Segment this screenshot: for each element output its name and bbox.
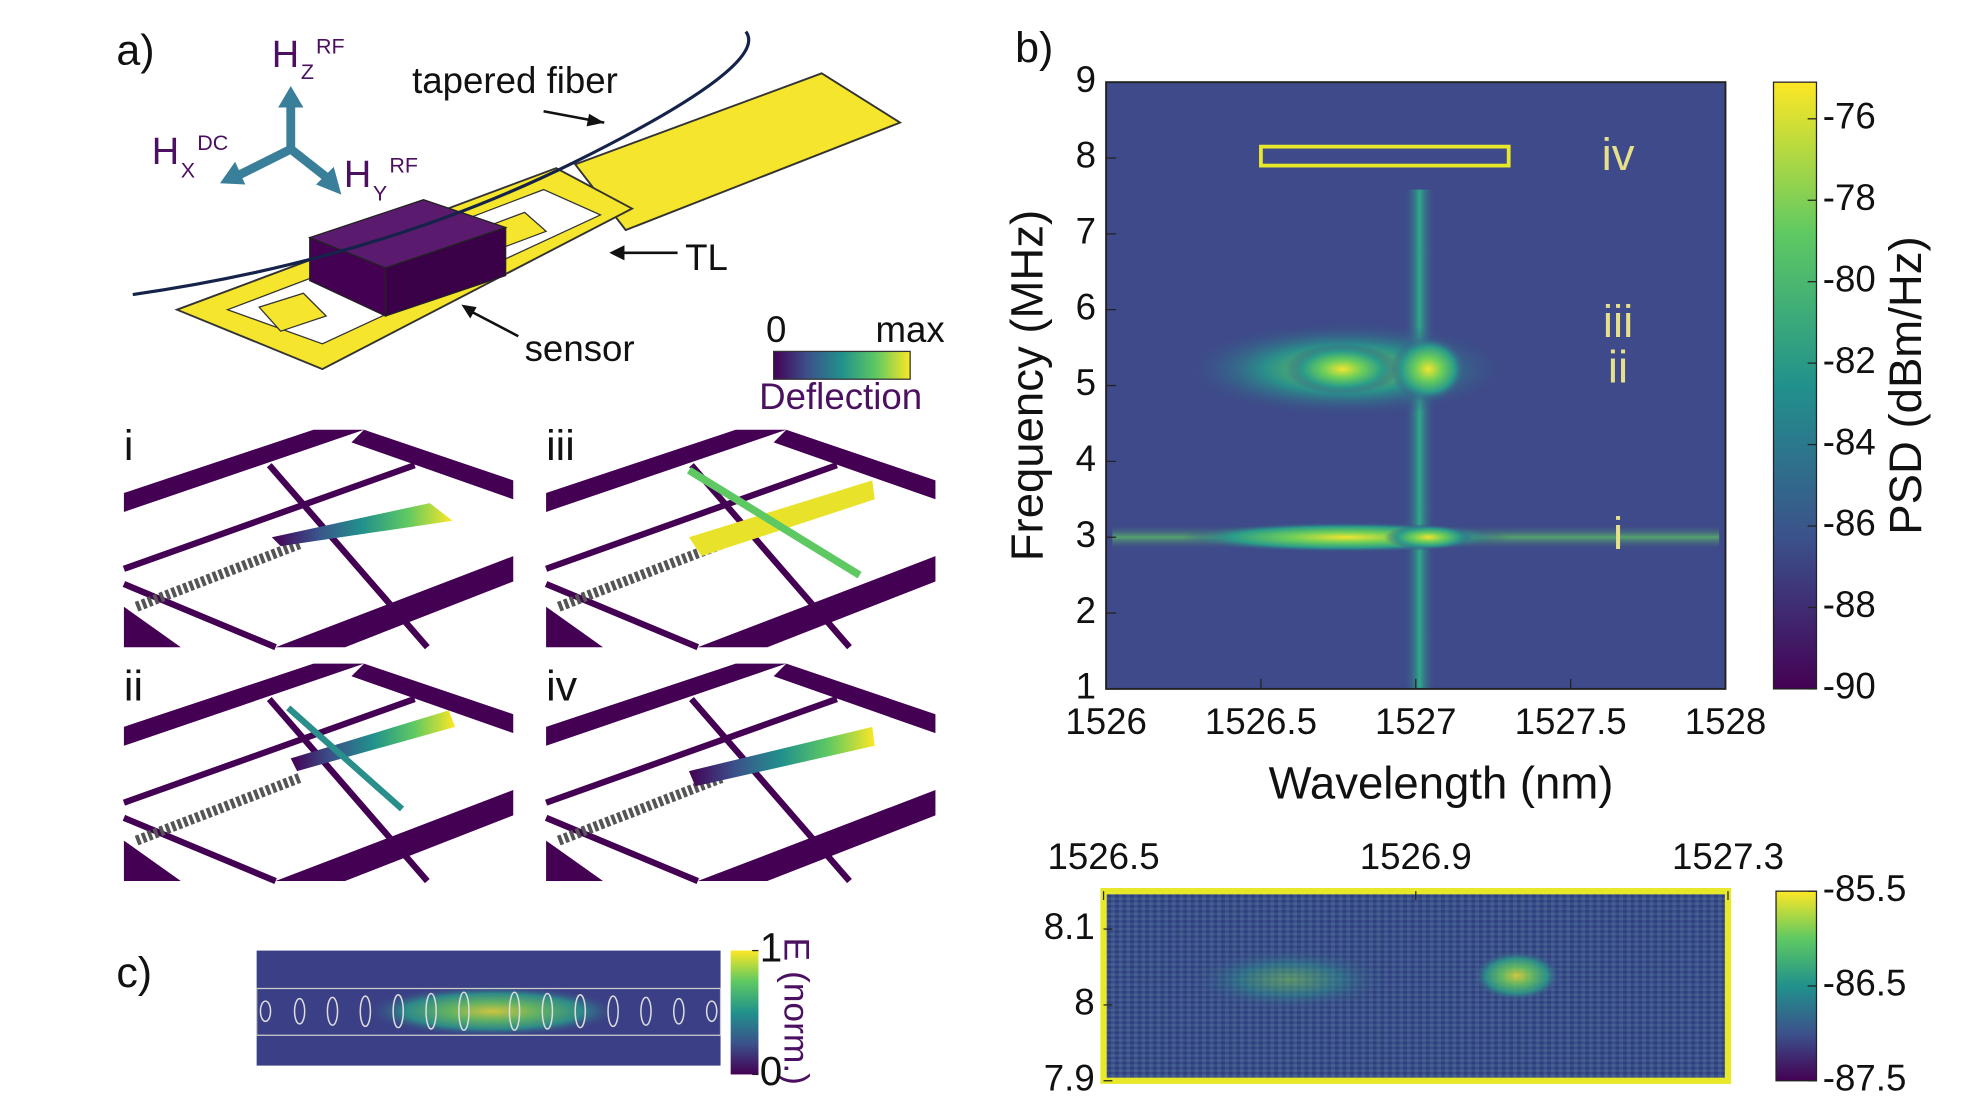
x-tick-label: 1527.3 <box>1672 836 1784 877</box>
x-tick-label: 1526.5 <box>1205 701 1317 742</box>
x-axis-label: Wavelength (nm) <box>1269 757 1614 808</box>
colorbar-tick-label: -76 <box>1823 96 1876 137</box>
y-tick-label: 8 <box>1074 982 1094 1023</box>
y-tick-label: 5 <box>1076 362 1096 403</box>
colorbar-max: max <box>876 309 945 350</box>
y-tick-label: 7.9 <box>1044 1057 1095 1098</box>
y-tick-label: 3 <box>1076 514 1096 555</box>
y-tick-label: 8.1 <box>1044 906 1095 947</box>
y-axis-label: Frequency (MHz) <box>1001 210 1052 561</box>
x-tick-label: 1527 <box>1375 701 1457 742</box>
y-tick-label: 1 <box>1076 666 1096 707</box>
x-tick-label: 1526.5 <box>1048 836 1160 877</box>
axis-sub: X <box>181 159 195 183</box>
axis-base: H <box>152 131 179 173</box>
mode-label: iii <box>1603 296 1633 347</box>
colorbar-tick-label: -90 <box>1823 666 1876 707</box>
axis-base: H <box>272 34 299 76</box>
y-tick-label: 9 <box>1076 59 1096 100</box>
mode-label: iv <box>1602 129 1635 180</box>
x-tick-label: 1526.9 <box>1360 836 1472 877</box>
colorbar-label: Deflection <box>759 376 922 417</box>
y-tick-label: 8 <box>1076 135 1096 176</box>
annotation: sensor <box>525 328 635 369</box>
annotation: tapered fiber <box>412 60 618 101</box>
colorbar-label: E (norm.) <box>777 938 816 1085</box>
y-tick-label: 6 <box>1076 286 1096 327</box>
field-axes: H Z RF H X DC H Y RF <box>152 34 418 205</box>
colorbar-tick-label: -86.5 <box>1823 963 1907 1004</box>
annotation: TL <box>685 237 728 278</box>
panel-label: a) <box>116 26 154 74</box>
mode-label: ii <box>124 662 143 710</box>
axis-base: H <box>344 154 371 196</box>
y-tick-label: 4 <box>1076 438 1096 479</box>
mode-label: ii <box>1608 341 1628 392</box>
colorbar-tick-label: -85.5 <box>1823 868 1907 909</box>
colorbar-label: PSD (dBm/Hz) <box>1880 236 1931 534</box>
colorbar-tick-label: -86 <box>1823 503 1876 544</box>
colorbar-tick-label: 0 <box>760 1048 783 1094</box>
x-tick-label: 1526 <box>1065 701 1147 742</box>
mode-label: iv <box>546 662 578 710</box>
colorbar-tick-label: -80 <box>1823 258 1876 299</box>
colorbar-min: 0 <box>766 309 786 350</box>
x-tick-label: 1527.5 <box>1515 701 1627 742</box>
colorbar-tick-label: -78 <box>1823 177 1876 218</box>
axis-sup: RF <box>316 35 345 59</box>
y-tick-label: 7 <box>1076 211 1096 252</box>
mode-label: i <box>124 422 134 470</box>
mode-label: i <box>1613 508 1623 559</box>
axis-sup: DC <box>197 131 228 155</box>
axis-sub: Y <box>373 181 387 205</box>
colorbar-tick-label: -84 <box>1823 421 1876 462</box>
y-tick-label: 2 <box>1076 590 1096 631</box>
colorbar-tick-label: 1 <box>760 924 783 970</box>
colorbar-tick-label: -87.5 <box>1823 1057 1907 1098</box>
colorbar-tick-label: -82 <box>1823 340 1876 381</box>
inset-region <box>1259 144 1511 168</box>
colorbar-tick-label: -88 <box>1823 584 1876 625</box>
panel-label: c) <box>116 949 152 997</box>
axis-sub: Z <box>301 60 314 84</box>
x-tick-label: 1528 <box>1685 701 1767 742</box>
mode-label: iii <box>546 422 575 470</box>
axis-sup: RF <box>389 154 418 178</box>
panel-label: b) <box>1015 24 1053 72</box>
